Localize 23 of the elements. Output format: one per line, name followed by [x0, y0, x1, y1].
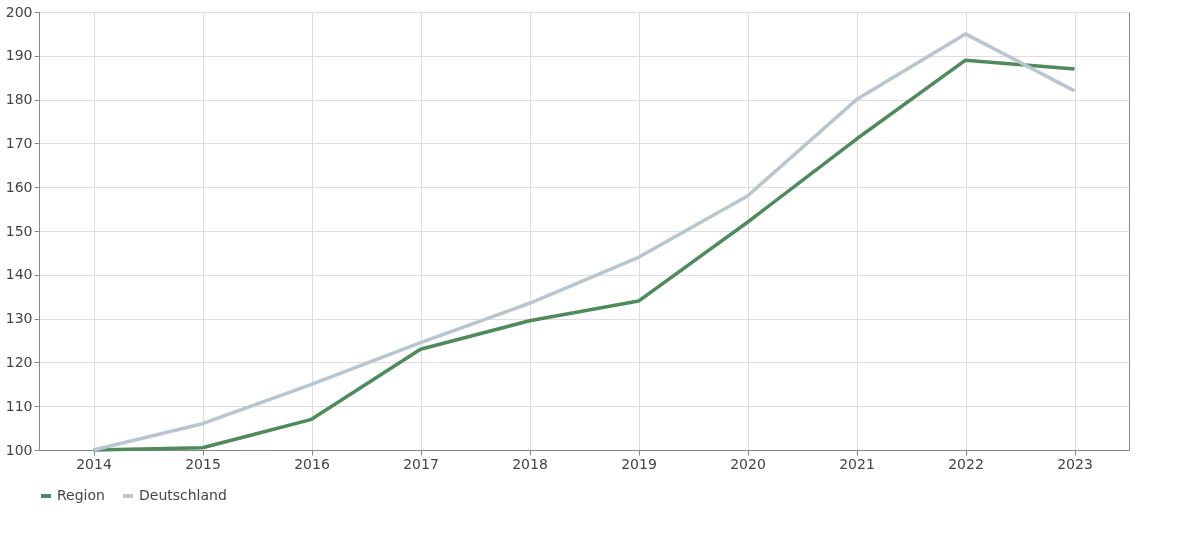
x-tick-label: 2021	[839, 455, 875, 472]
y-tick-label: 200	[5, 3, 33, 20]
y-tick-label: 120	[5, 353, 33, 370]
x-tick-label: 2019	[621, 455, 657, 472]
x-tick-label: 2020	[730, 455, 766, 472]
y-tick-label: 110	[5, 397, 33, 414]
y-tick-label: 150	[5, 222, 33, 239]
y-tick-label: 140	[5, 266, 33, 283]
x-tick-label: 2016	[294, 455, 330, 472]
y-tick-label: 190	[5, 47, 33, 64]
y-tick-label: 180	[5, 91, 33, 108]
y-tick-label: 160	[5, 178, 33, 195]
x-tick-label: 2022	[948, 455, 984, 472]
y-tick-label: 100	[5, 441, 33, 458]
x-tick-label: 2015	[185, 455, 221, 472]
legend-label: Deutschland	[139, 487, 227, 503]
x-tick-label: 2018	[512, 455, 548, 472]
y-tick-label: 170	[5, 134, 33, 151]
x-tick-label: 2017	[403, 455, 439, 472]
x-tick-label: 2023	[1057, 455, 1093, 472]
x-tick-label: 2014	[76, 455, 112, 472]
y-tick-label: 130	[5, 310, 33, 327]
legend-label: Region	[57, 487, 105, 503]
